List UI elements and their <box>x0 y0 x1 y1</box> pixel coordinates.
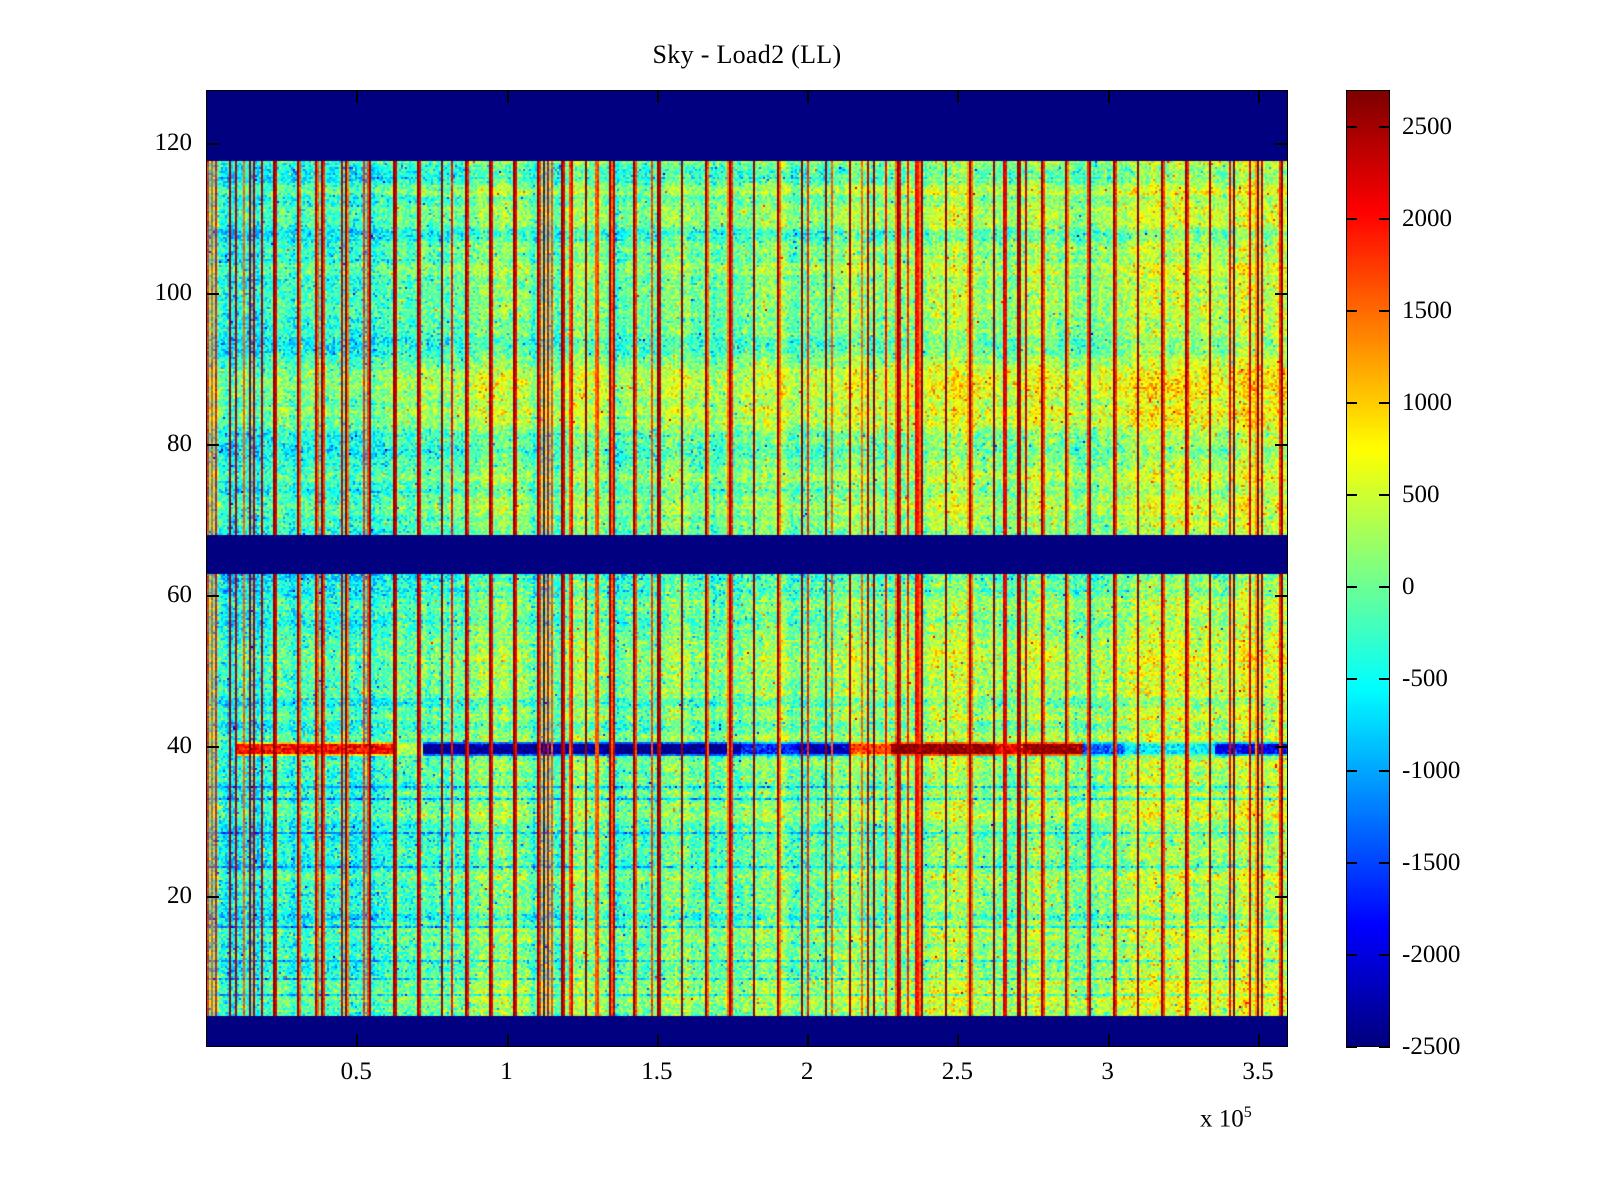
x-axis-tick-label: 3.5 <box>1242 1058 1274 1085</box>
colorbar <box>1346 90 1390 1047</box>
colorbar-tick-label: 0 <box>1402 572 1415 600</box>
colorbar-gradient <box>1347 91 1389 1046</box>
x-axis-tick-label: 1 <box>500 1058 513 1085</box>
y-axis-tick-mark <box>1275 142 1287 145</box>
colorbar-tick-label: -1000 <box>1402 756 1461 784</box>
colorbar-tick-mark <box>1346 217 1357 220</box>
colorbar-tick-label: 2500 <box>1402 112 1452 140</box>
colorbar-tick-mark <box>1379 585 1390 588</box>
colorbar-tick-label: -2500 <box>1402 1033 1461 1060</box>
x-axis-tick-mark <box>807 1034 810 1046</box>
colorbar-tick-mark <box>1379 1046 1390 1048</box>
colorbar-tick-mark <box>1346 861 1357 864</box>
colorbar-tick-mark <box>1346 493 1357 496</box>
colorbar-tick-mark <box>1346 309 1357 312</box>
y-axis-tick-label: 60 <box>167 580 192 608</box>
colorbar-tick-mark <box>1346 401 1357 404</box>
y-axis-tick-mark <box>207 896 219 899</box>
colorbar-container[interactable]: 2500 2000 1500 1000 500 0 -500 -1000 -1500 -2000 -… <box>1346 90 1460 1060</box>
x-axis-tick-mark <box>356 1034 359 1046</box>
colorbar-tick-mark <box>1346 125 1357 128</box>
y-axis-tick-label: 120 <box>154 128 193 156</box>
colorbar-tick-mark <box>1379 217 1390 220</box>
y-axis-tick-label: 20 <box>167 882 192 910</box>
x-axis-tick-mark <box>506 1034 509 1046</box>
y-axis-tick-mark <box>1275 293 1287 296</box>
page-title: Sky - Load2 (LL) <box>652 40 842 69</box>
heatmap-axes[interactable] <box>206 90 1288 1047</box>
y-axis-tick-label: 80 <box>167 430 192 458</box>
colorbar-tick-label: 1500 <box>1402 296 1452 324</box>
y-axis-tick-mark <box>207 142 219 145</box>
x-axis-tick-label: 2 <box>800 1058 814 1085</box>
x-axis-tick-label: 1.5 <box>641 1058 673 1085</box>
colorbar-tick-mark <box>1379 309 1390 312</box>
colorbar-tick-mark <box>1379 677 1390 680</box>
exponent-base: x 10 <box>1200 1105 1244 1133</box>
y-axis-tick-mark <box>207 293 219 296</box>
y-axis-tick-mark <box>207 745 219 748</box>
x-axis-tick-label: 2.5 <box>941 1058 973 1085</box>
x-axis-tick-label: 3 <box>1101 1058 1114 1085</box>
colorbar-tick-mark <box>1379 125 1390 128</box>
colorbar-tick-mark <box>1379 861 1390 864</box>
y-axis-tick-mark <box>207 444 219 447</box>
heatmap-image <box>207 91 1287 1046</box>
x-axis-tick-mark <box>957 91 960 103</box>
y-axis-tick-mark <box>1275 745 1287 748</box>
colorbar-tick-label: -1500 <box>1402 848 1461 876</box>
x-axis-tick-mark <box>807 91 810 103</box>
colorbar-tick-mark <box>1379 493 1390 496</box>
x-axis-tick-mark <box>1257 91 1260 103</box>
colorbar-tick-mark <box>1379 769 1390 772</box>
colorbar-tick-label: -500 <box>1402 664 1448 692</box>
colorbar-tick-mark <box>1346 585 1357 588</box>
x-axis-tick-mark <box>957 1034 960 1046</box>
colorbar-tick-label: -2000 <box>1402 940 1461 968</box>
y-axis-tick-mark <box>1275 594 1287 597</box>
y-axis-tick-mark <box>207 594 219 597</box>
colorbar-tick-mark <box>1346 953 1357 956</box>
colorbar-tick-label: 500 <box>1402 480 1440 508</box>
x-axis-tick-mark <box>656 1034 659 1046</box>
y-axis-tick-label: 100 <box>154 279 193 307</box>
colorbar-tick-mark <box>1346 769 1357 772</box>
x-axis-tick-mark <box>1107 1034 1110 1046</box>
y-axis-tick-mark <box>1275 444 1287 447</box>
x-axis-tick-mark <box>1257 1034 1260 1046</box>
x-axis-tick-label: 0.5 <box>340 1058 372 1085</box>
x-axis-tick-mark <box>356 91 359 103</box>
colorbar-tick-mark <box>1346 677 1357 680</box>
y-axis-tick-label: 40 <box>167 731 192 759</box>
x-axis-tick-mark <box>506 91 509 103</box>
x-axis-tick-mark <box>656 91 659 103</box>
colorbar-tick-label: 1000 <box>1402 388 1452 416</box>
x-axis-tick-mark <box>1107 91 1110 103</box>
exponent-power: 5 <box>1243 1104 1252 1121</box>
colorbar-tick-label: 2000 <box>1402 204 1452 232</box>
colorbar-tick-mark <box>1379 953 1390 956</box>
colorbar-tick-mark <box>1346 1046 1357 1048</box>
colorbar-tick-mark <box>1379 401 1390 404</box>
x-axis-exponent-label: x 105 <box>1200 1104 1252 1133</box>
y-axis-tick-mark <box>1275 896 1287 899</box>
